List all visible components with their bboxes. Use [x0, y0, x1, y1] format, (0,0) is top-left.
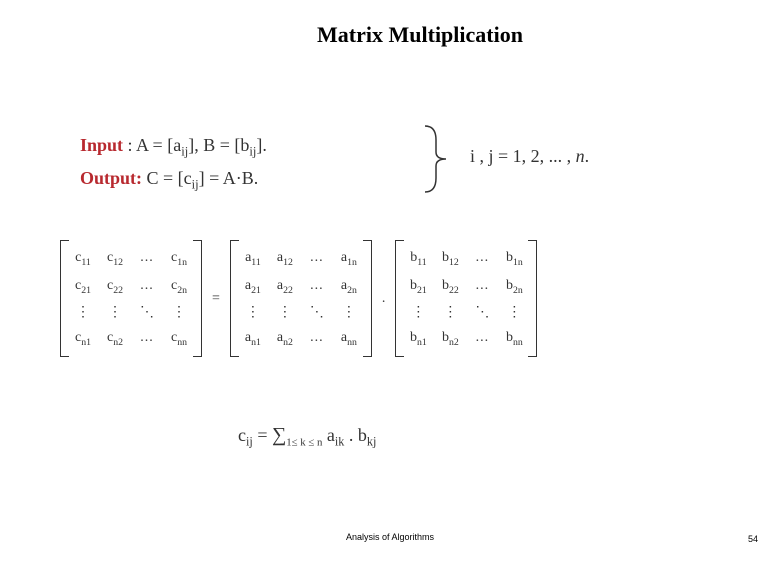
cell-ddots: ⋱: [469, 306, 495, 320]
cell-vdots: ⋮: [336, 306, 362, 320]
input-text-1: A = [a: [133, 135, 182, 155]
ij-text-2: .: [585, 146, 590, 166]
matrix-a: a11 a12 ... a1n a21 a22 ... a2n ⋮ ⋮ ⋱ ⋮ …: [230, 240, 372, 357]
cell-vdots: ⋮: [437, 306, 463, 320]
cell: a11: [240, 250, 266, 268]
cell: bnn: [501, 330, 527, 348]
output-text-2: ] = A·B.: [199, 168, 259, 188]
cell: a2n: [336, 278, 362, 296]
cell: b1n: [501, 250, 527, 268]
cell-vdots: ⋮: [102, 306, 128, 320]
ij-n: n: [576, 146, 585, 166]
cell: cn2: [102, 330, 128, 348]
page-number: 54: [748, 534, 758, 544]
cell: an1: [240, 330, 266, 348]
cell-vdots: ⋮: [240, 306, 266, 320]
cell: cnn: [166, 330, 192, 348]
cell-ddots: ⋱: [134, 306, 160, 320]
bracket-right-icon: [528, 240, 537, 357]
cell-vdots: ⋮: [70, 306, 96, 320]
input-text-3: ].: [256, 135, 267, 155]
f-ij: ij: [246, 435, 253, 449]
input-text-2: ], B = [b: [188, 135, 249, 155]
cell: a1n: [336, 250, 362, 268]
cell: a21: [240, 278, 266, 296]
sigma-icon: ∑: [272, 424, 286, 446]
f-dot: .: [344, 425, 358, 445]
cell: b2n: [501, 278, 527, 296]
matrix-b-content: b11 b12 ... b1n b21 b22 ... b2n ⋮ ⋮ ⋱ ⋮ …: [405, 250, 527, 347]
cell: an2: [272, 330, 298, 348]
cell: c1n: [166, 250, 192, 268]
cell: ann: [336, 330, 362, 348]
input-line: Input : A = [aij], B = [bij].: [80, 130, 267, 163]
output-line: Output: C = [cij] = A·B.: [80, 163, 267, 196]
cell: cn1: [70, 330, 96, 348]
f-range: 1≤ k ≤ n: [286, 437, 322, 449]
brace-icon: [422, 124, 452, 194]
matrix-c-content: c11 c12 ... c1n c21 c22 ... c2n ⋮ ⋮ ⋱ ⋮ …: [70, 250, 192, 347]
cell: b12: [437, 250, 463, 268]
cell-dots: ...: [469, 250, 495, 268]
input-colon: :: [123, 135, 133, 155]
f-c: c: [238, 425, 246, 445]
cell-dots: ...: [469, 330, 495, 348]
equals-sign: =: [208, 291, 224, 307]
slide-title: Matrix Multiplication: [60, 22, 780, 48]
io-section: Input : A = [aij], B = [bij]. Output: C …: [80, 130, 267, 196]
bracket-right-icon: [363, 240, 372, 357]
cell: c2n: [166, 278, 192, 296]
cell: bn2: [437, 330, 463, 348]
matrix-a-content: a11 a12 ... a1n a21 a22 ... a2n ⋮ ⋮ ⋱ ⋮ …: [240, 250, 362, 347]
input-label: Input: [80, 135, 123, 155]
bracket-left-icon: [60, 240, 69, 357]
f-a: a: [327, 425, 335, 445]
cell-ddots: ⋱: [304, 306, 330, 320]
cell: a12: [272, 250, 298, 268]
cell: c21: [70, 278, 96, 296]
output-sub-1: ij: [192, 178, 199, 192]
matrix-b: b11 b12 ... b1n b21 b22 ... b2n ⋮ ⋮ ⋱ ⋮ …: [395, 240, 537, 357]
cell-vdots: ⋮: [166, 306, 192, 320]
dot-sign: .: [378, 291, 390, 307]
cell-dots: ...: [469, 278, 495, 296]
cell-vdots: ⋮: [405, 306, 431, 320]
cell-dots: ...: [134, 250, 160, 268]
cell-dots: ...: [134, 278, 160, 296]
matrix-equation: c11 c12 ... c1n c21 c22 ... c2n ⋮ ⋮ ⋱ ⋮ …: [60, 240, 537, 357]
matrix-c: c11 c12 ... c1n c21 c22 ... c2n ⋮ ⋮ ⋱ ⋮ …: [60, 240, 202, 357]
bracket-left-icon: [395, 240, 404, 357]
bracket-right-icon: [193, 240, 202, 357]
cell-dots: ...: [134, 330, 160, 348]
index-note: i , j = 1, 2, ... , n.: [470, 146, 589, 167]
cell: a22: [272, 278, 298, 296]
cell-vdots: ⋮: [272, 306, 298, 320]
cell: c12: [102, 250, 128, 268]
cell-vdots: ⋮: [501, 306, 527, 320]
bracket-left-icon: [230, 240, 239, 357]
f-ik: ik: [335, 435, 345, 449]
cell: bn1: [405, 330, 431, 348]
ij-text-1: i , j = 1, 2, ... ,: [470, 146, 576, 166]
cell: c22: [102, 278, 128, 296]
f-kj: kj: [367, 435, 377, 449]
element-formula: cij = ∑1≤ k ≤ n aik . bkj: [238, 424, 376, 450]
cell: b21: [405, 278, 431, 296]
cell: b22: [437, 278, 463, 296]
cell-dots: ...: [304, 330, 330, 348]
output-text-1: C = [c: [142, 168, 192, 188]
output-label: Output:: [80, 168, 142, 188]
cell-dots: ...: [304, 278, 330, 296]
footer-text: Analysis of Algorithms: [0, 532, 780, 542]
cell-dots: ...: [304, 250, 330, 268]
f-eq: =: [253, 425, 272, 445]
cell: b11: [405, 250, 431, 268]
cell: c11: [70, 250, 96, 268]
f-b: b: [358, 425, 367, 445]
